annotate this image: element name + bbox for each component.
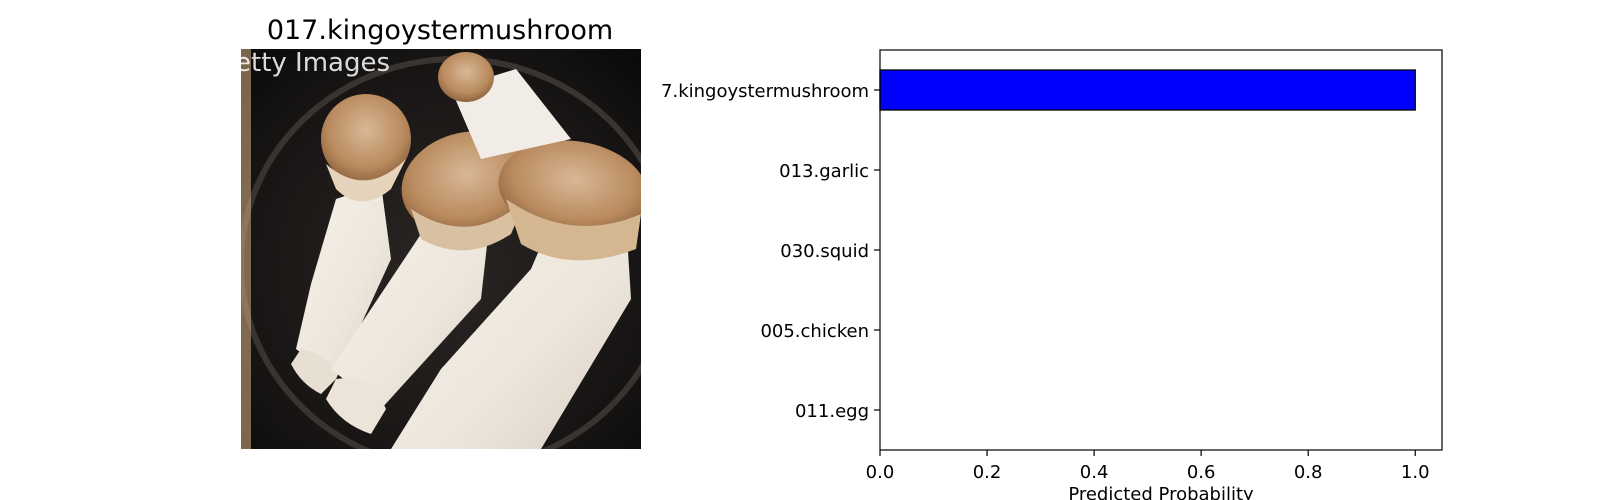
y-tick-label: 011.egg bbox=[795, 401, 869, 422]
food-photo: etty Images bbox=[241, 49, 641, 449]
image-title: 017.kingoystermushroom bbox=[266, 15, 614, 46]
watermark-text: etty Images bbox=[241, 49, 390, 78]
x-tick-label: 0.2 bbox=[973, 462, 1002, 483]
x-tick-label: 0.0 bbox=[866, 462, 895, 483]
y-tick-label: 030.squid bbox=[780, 241, 869, 262]
x-tick-label: 0.8 bbox=[1294, 462, 1323, 483]
x-axis-label: Predicted Probability bbox=[1068, 484, 1254, 500]
mushroom-image: etty Images bbox=[241, 49, 641, 449]
plot-area: 7.kingoystermushroom 013.garlic 030.squid 0… bbox=[661, 49, 1443, 483]
y-tick-label: 013.garlic bbox=[779, 161, 869, 182]
y-tick-label: 7.kingoystermushroom bbox=[661, 81, 869, 102]
bar-0 bbox=[879, 69, 1416, 111]
x-tick-label: 0.6 bbox=[1187, 462, 1216, 483]
plot-frame bbox=[879, 49, 1443, 451]
x-tick-label: 1.0 bbox=[1401, 462, 1430, 483]
y-tick-label: 005.chicken bbox=[760, 321, 869, 342]
x-tick-label: 0.4 bbox=[1080, 462, 1109, 483]
